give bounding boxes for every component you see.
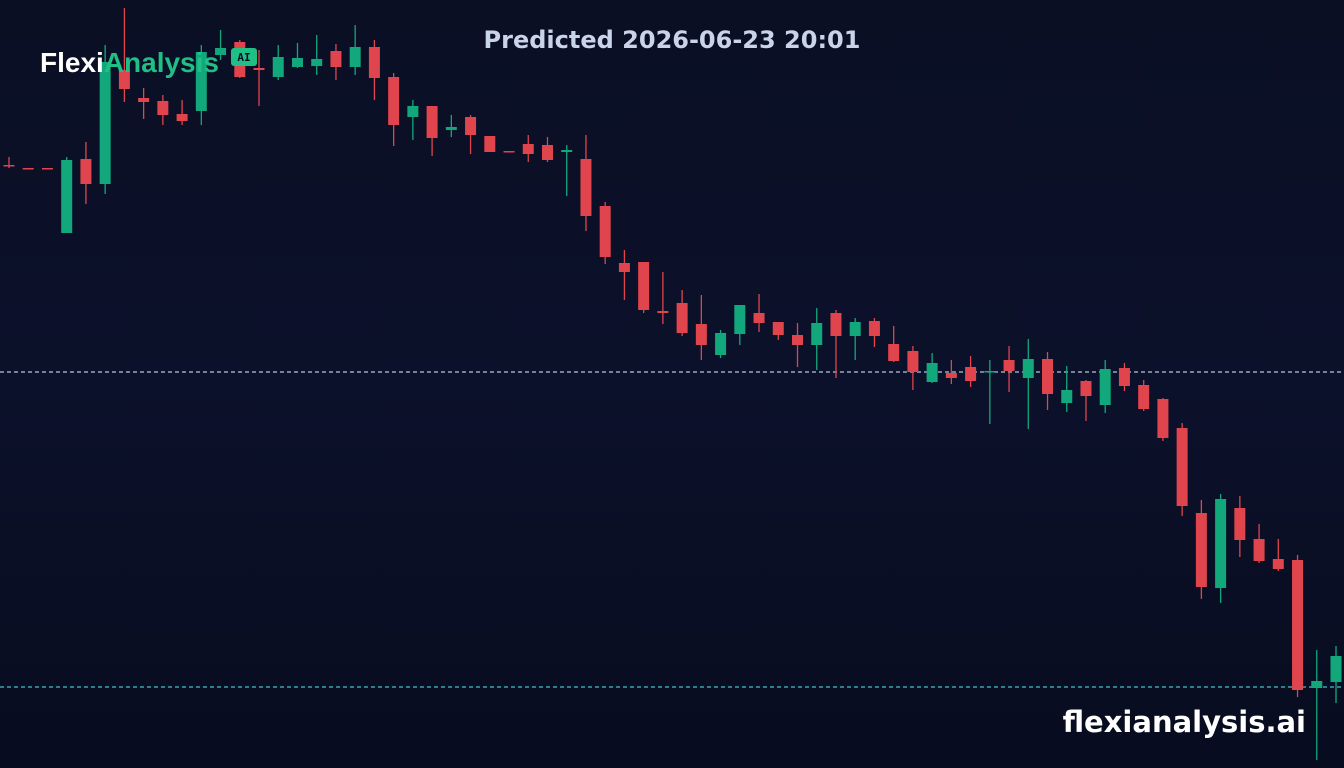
candle-body — [676, 303, 688, 333]
candle-body — [1292, 560, 1304, 690]
candle-body — [1003, 360, 1015, 371]
candle-body — [1138, 385, 1150, 409]
candle-body — [965, 367, 977, 381]
candle-body — [811, 323, 823, 345]
candle-body — [522, 144, 534, 154]
candle-body — [599, 206, 611, 257]
candle-body — [695, 324, 707, 345]
candle-body — [465, 117, 477, 135]
candle-body — [407, 106, 419, 117]
candle-body — [215, 48, 227, 55]
candle-body — [426, 106, 438, 138]
candle-body — [157, 101, 169, 115]
candle-body — [1195, 513, 1207, 587]
logo-badge — [231, 48, 257, 66]
logo-part: Analysis — [104, 47, 219, 78]
candle-body — [888, 344, 900, 361]
candle-body — [1061, 390, 1073, 403]
candle-body — [349, 47, 361, 67]
candle-body — [561, 150, 573, 152]
candle-body — [1253, 539, 1265, 561]
candle-body — [176, 114, 188, 121]
candle-body — [311, 59, 323, 66]
candle-body — [272, 57, 284, 77]
candle-body — [868, 321, 880, 336]
candle-body — [1042, 359, 1054, 394]
candle-body — [618, 263, 630, 272]
logo: FlexiAnalysis AI — [40, 47, 257, 78]
candle-body — [1330, 656, 1342, 682]
candle-body — [503, 151, 515, 153]
candle-body — [41, 168, 53, 170]
chart-title: Predicted 2026-06-23 20:01 — [484, 26, 861, 54]
candle-body — [388, 77, 400, 125]
candle-body — [195, 52, 207, 111]
candle-body — [1022, 359, 1034, 378]
candle-body — [484, 136, 496, 152]
candle-body — [1099, 369, 1111, 405]
candle-body — [1176, 428, 1188, 506]
logo-part: Flexi — [40, 47, 104, 78]
candle-body — [1311, 681, 1323, 688]
watermark: flexianalysis.ai — [1063, 705, 1306, 739]
candle-body — [830, 313, 842, 336]
logo-text: FlexiAnalysis — [40, 47, 219, 78]
candle-body — [1272, 559, 1284, 569]
candle-body — [118, 70, 130, 89]
candle-body — [638, 262, 650, 310]
candle-body — [772, 322, 784, 335]
candle-body — [926, 363, 938, 382]
candle-body — [3, 165, 15, 167]
candle-body — [907, 351, 919, 372]
candle-body — [1215, 499, 1227, 588]
candle-body — [792, 335, 804, 345]
candle-body — [22, 168, 34, 170]
candle-body — [580, 159, 592, 216]
logo-badge-text: AI — [237, 51, 250, 64]
candle-body — [984, 371, 996, 373]
candle-body — [330, 51, 342, 67]
candle-body — [849, 322, 861, 336]
candle-body — [138, 98, 150, 102]
candle-body — [368, 47, 380, 78]
candle-body — [657, 311, 669, 313]
candle-body — [1118, 368, 1130, 386]
candle-body — [291, 58, 303, 67]
candle-body — [1080, 381, 1092, 396]
candle-body — [253, 68, 265, 70]
plot-area — [0, 8, 1344, 760]
candle-body — [99, 62, 111, 184]
candle-body — [541, 145, 553, 160]
candle-body — [945, 373, 957, 378]
candle-body — [753, 313, 765, 323]
candle-body — [715, 333, 727, 355]
candle-body — [61, 160, 73, 233]
candle-body — [1234, 508, 1246, 540]
candle-body — [734, 305, 746, 334]
candle-body — [1157, 399, 1169, 438]
candle-body — [80, 159, 92, 184]
candle-body — [445, 127, 457, 130]
